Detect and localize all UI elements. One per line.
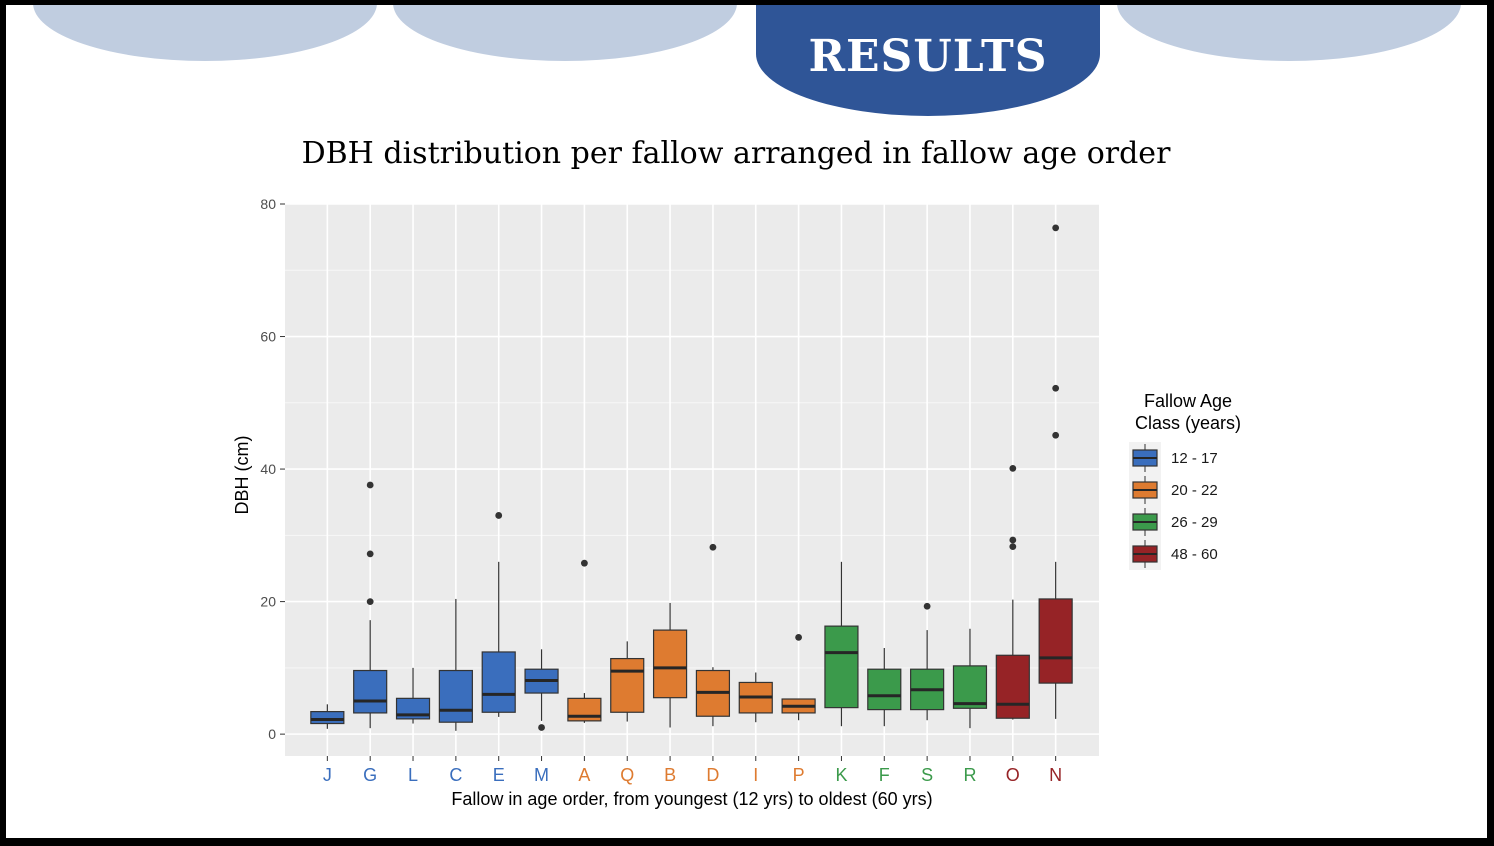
box-iqr bbox=[867, 668, 902, 711]
legend-label: 12 - 17 bbox=[1171, 450, 1218, 467]
x-tick-label: A bbox=[578, 765, 590, 785]
x-tick-label: F bbox=[879, 765, 890, 785]
box-N bbox=[1038, 224, 1073, 719]
box-D bbox=[695, 543, 731, 727]
box-K bbox=[824, 561, 859, 727]
x-tick-label: O bbox=[1006, 765, 1020, 785]
x-tick-label: E bbox=[493, 765, 505, 785]
box-iqr bbox=[824, 625, 859, 709]
x-tick-label: I bbox=[753, 765, 758, 785]
box-iqr bbox=[1038, 598, 1073, 684]
x-tick-label: Q bbox=[620, 765, 634, 785]
boxplot-chart: 0 20 40 60 80 J G L C E M A Q B D I P K F S R O N Fallow in age… bbox=[232, 196, 1241, 809]
box-P bbox=[781, 633, 816, 721]
x-tick-label: R bbox=[963, 765, 976, 785]
nav-tab-results-label: RESULTS bbox=[808, 31, 1048, 82]
legend-key bbox=[1129, 442, 1161, 474]
slide: RESULTS DBH distribution per fallow arra… bbox=[6, 5, 1487, 838]
box-M bbox=[524, 649, 559, 731]
legend-title-line1: Fallow Age bbox=[1144, 391, 1232, 411]
slide-title: DBH distribution per fallow arranged in … bbox=[301, 136, 1171, 171]
box-iqr bbox=[481, 651, 516, 713]
y-tick-label: 0 bbox=[268, 726, 276, 742]
box-iqr bbox=[353, 669, 388, 714]
box-S bbox=[910, 602, 945, 721]
box-O bbox=[995, 465, 1030, 720]
outlier-point bbox=[709, 543, 717, 551]
x-tick-label: J bbox=[323, 765, 332, 785]
box-A bbox=[567, 559, 602, 723]
outlier-point bbox=[1052, 431, 1060, 439]
box-B bbox=[652, 602, 688, 728]
outlier-point bbox=[495, 512, 503, 519]
outlier-point bbox=[580, 559, 588, 567]
legend-key bbox=[1129, 506, 1161, 538]
box-iqr bbox=[310, 711, 345, 725]
legend-key bbox=[1129, 538, 1161, 570]
x-tick-label: N bbox=[1049, 765, 1062, 785]
x-tick-label: C bbox=[449, 765, 462, 785]
plot-panel bbox=[285, 204, 1099, 756]
x-tick-label: M bbox=[534, 765, 549, 785]
box-I bbox=[738, 672, 773, 723]
legend-label: 20 - 22 bbox=[1171, 482, 1218, 499]
x-tick-label: L bbox=[408, 765, 418, 785]
y-tick-label: 40 bbox=[260, 461, 276, 477]
box-iqr bbox=[610, 657, 645, 713]
legend-title-line2: Class (years) bbox=[1135, 413, 1241, 433]
box-J bbox=[310, 704, 345, 729]
box-iqr bbox=[995, 654, 1030, 719]
legend-label: 48 - 60 bbox=[1171, 546, 1218, 563]
outlier-point bbox=[366, 550, 374, 558]
outlier-point bbox=[923, 602, 931, 610]
box-G bbox=[353, 481, 388, 729]
outlier-point bbox=[795, 633, 803, 641]
box-iqr bbox=[438, 669, 473, 723]
outlier-point bbox=[538, 724, 545, 731]
x-tick-label: S bbox=[921, 765, 933, 785]
x-tick-label: D bbox=[706, 765, 719, 785]
y-tick-label: 20 bbox=[260, 594, 276, 610]
box-L bbox=[395, 667, 431, 724]
y-axis-title: DBH (cm) bbox=[232, 436, 252, 515]
box-iqr bbox=[652, 629, 688, 699]
x-tick-label: P bbox=[793, 765, 805, 785]
legend-label: 26 - 29 bbox=[1171, 514, 1218, 531]
box-F bbox=[867, 647, 902, 727]
x-tick-label: K bbox=[835, 765, 847, 785]
box-Q bbox=[610, 641, 645, 722]
x-tick-label: G bbox=[363, 765, 377, 785]
legend-key bbox=[1129, 474, 1161, 506]
y-tick-label: 60 bbox=[260, 329, 276, 345]
outlier-point bbox=[1009, 536, 1017, 544]
box-R bbox=[952, 628, 988, 729]
outlier-point bbox=[366, 598, 374, 605]
box-C bbox=[438, 598, 473, 731]
outlier-point bbox=[1052, 384, 1060, 392]
outlier-point bbox=[366, 481, 374, 489]
outlier-point bbox=[1009, 543, 1017, 550]
outlier-point bbox=[1009, 465, 1017, 472]
x-tick-label: B bbox=[664, 765, 676, 785]
outlier-point bbox=[1052, 224, 1060, 232]
box-E bbox=[481, 512, 516, 717]
box-iqr bbox=[952, 665, 988, 709]
nav-tab-results[interactable]: RESULTS bbox=[756, 5, 1100, 116]
x-axis-title: Fallow in age order, from youngest (12 y… bbox=[451, 789, 932, 809]
y-tick-label: 80 bbox=[260, 196, 276, 212]
